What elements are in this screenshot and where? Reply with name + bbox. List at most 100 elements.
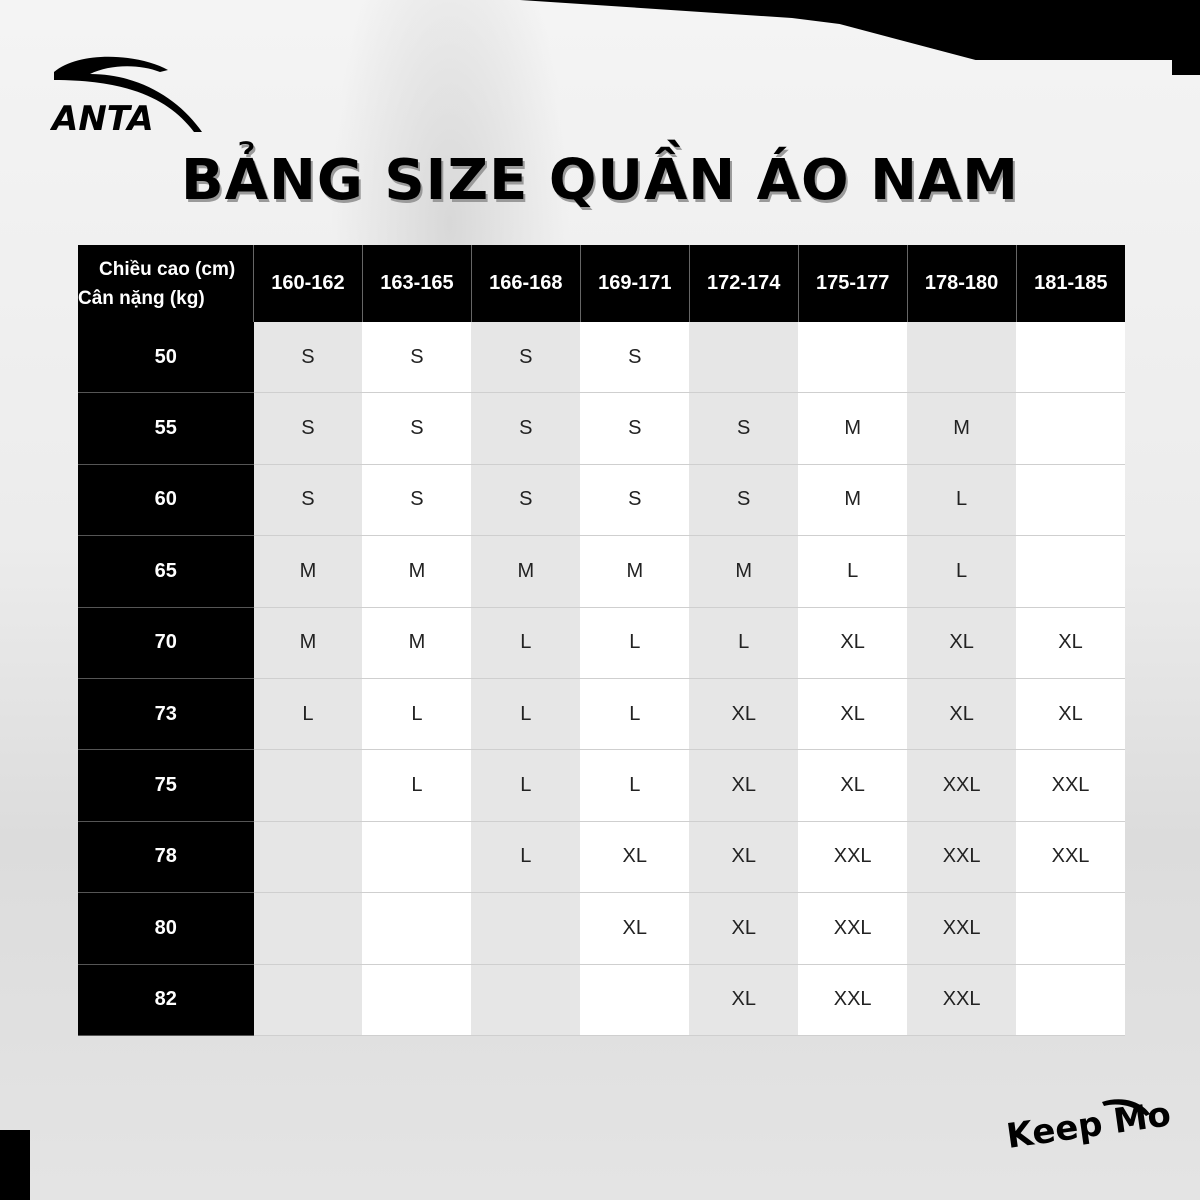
header-row: Chiều cao (cm) Cân nặng (kg) 160-162 163-…: [78, 245, 1125, 322]
table-row: 50 S S S S: [78, 322, 1125, 394]
size-cell: [689, 322, 799, 394]
corner-header: Chiều cao (cm) Cân nặng (kg): [78, 245, 254, 322]
size-cell: M: [798, 392, 908, 465]
size-cell: S: [689, 392, 799, 465]
decorative-black-band: [520, 0, 1200, 60]
weight-cell: 73: [78, 678, 254, 751]
size-cell: L: [253, 678, 363, 751]
size-cell: L: [580, 607, 690, 679]
size-chart-table: Chiều cao (cm) Cân nặng (kg) 160-162 163-…: [78, 245, 1125, 1036]
logo-text: ANTA: [50, 99, 154, 139]
size-cell: L: [362, 749, 472, 822]
table-row: 78 L XL XL XXL XXL XXL: [78, 821, 1125, 894]
size-cell: S: [580, 322, 690, 394]
table-row: 65 M M M M M L L: [78, 535, 1125, 608]
size-cell: XL: [689, 964, 799, 1036]
size-cell: S: [362, 464, 472, 537]
size-cell: [1016, 964, 1125, 1036]
height-column-header: 163-165: [361, 245, 472, 322]
slogan-text: Keep Moving: [1004, 1090, 1170, 1157]
size-cell: M: [362, 607, 472, 679]
size-cell: [1016, 464, 1125, 537]
table-row: 70 M M L L L XL XL XL: [78, 607, 1125, 679]
size-cell: [907, 322, 1017, 394]
weight-cell: 50: [78, 322, 254, 394]
weight-cell: 70: [78, 607, 254, 679]
size-cell: [253, 749, 363, 822]
size-cell: XL: [689, 749, 799, 822]
size-cell: L: [907, 464, 1017, 537]
size-cell: [362, 821, 472, 894]
weight-cell: 55: [78, 392, 254, 465]
height-column-header: 166-168: [470, 245, 581, 322]
size-cell: L: [471, 607, 581, 679]
size-cell: XXL: [907, 892, 1017, 965]
size-cell: S: [689, 464, 799, 537]
size-cell: [1016, 535, 1125, 608]
size-cell: XXL: [907, 749, 1017, 822]
size-cell: XL: [907, 678, 1017, 751]
table-row: 80 XL XL XXL XXL: [78, 892, 1125, 965]
size-cell: L: [580, 678, 690, 751]
table-row: 82 XL XXL XXL: [78, 964, 1125, 1036]
size-cell: [362, 964, 472, 1036]
size-cell: [471, 892, 581, 965]
size-cell: XXL: [1016, 749, 1125, 822]
keep-moving-slogan: Keep Moving: [1004, 1090, 1170, 1157]
size-cell: XXL: [798, 892, 908, 965]
height-column-header: 175-177: [797, 245, 908, 322]
height-column-header: 178-180: [906, 245, 1017, 322]
anta-logo: ANTA: [50, 56, 202, 139]
size-cell: [253, 964, 363, 1036]
size-cell: [471, 964, 581, 1036]
size-cell: XL: [798, 678, 908, 751]
size-cell: [798, 322, 908, 394]
size-cell: XL: [907, 607, 1017, 679]
size-cell: S: [471, 392, 581, 465]
size-cell: L: [362, 678, 472, 751]
size-cell: S: [471, 322, 581, 394]
size-cell: M: [471, 535, 581, 608]
size-cell: S: [253, 464, 363, 537]
weight-cell: 82: [78, 964, 254, 1036]
size-cell: S: [253, 392, 363, 465]
weight-cell: 80: [78, 892, 254, 965]
size-cell: [1016, 892, 1125, 965]
height-column-header: 181-185: [1015, 245, 1125, 322]
size-cell: XL: [1016, 607, 1125, 679]
size-cell: M: [689, 535, 799, 608]
size-cell: S: [362, 392, 472, 465]
size-cell: M: [907, 392, 1017, 465]
height-column-header: 169-171: [579, 245, 690, 322]
size-cell: M: [253, 607, 363, 679]
height-column-header: 172-174: [688, 245, 799, 322]
size-cell: [1016, 392, 1125, 465]
size-cell: L: [471, 749, 581, 822]
size-cell: L: [471, 678, 581, 751]
table-row: 60 S S S S S M L: [78, 464, 1125, 537]
size-cell: XL: [1016, 678, 1125, 751]
size-cell: S: [580, 392, 690, 465]
size-cell: S: [253, 322, 363, 394]
size-cell: M: [362, 535, 472, 608]
size-cell: [253, 892, 363, 965]
size-cell: S: [580, 464, 690, 537]
size-cell: M: [798, 464, 908, 537]
size-cell: XXL: [1016, 821, 1125, 894]
size-cell: L: [471, 821, 581, 894]
size-cell: S: [362, 322, 472, 394]
size-cell: M: [253, 535, 363, 608]
size-cell: XXL: [798, 821, 908, 894]
weight-cell: 78: [78, 821, 254, 894]
size-cell: XL: [689, 678, 799, 751]
size-cell: L: [798, 535, 908, 608]
size-cell: [362, 892, 472, 965]
size-cell: [1016, 322, 1125, 394]
height-axis-label: Chiều cao (cm): [99, 258, 236, 280]
size-cell: XXL: [907, 821, 1017, 894]
table-row: 75 L L L XL XL XXL XXL: [78, 749, 1125, 822]
weight-cell: 65: [78, 535, 254, 608]
weight-cell: 75: [78, 749, 254, 822]
decorative-black-band-right: [1172, 0, 1200, 75]
weight-cell: 60: [78, 464, 254, 537]
